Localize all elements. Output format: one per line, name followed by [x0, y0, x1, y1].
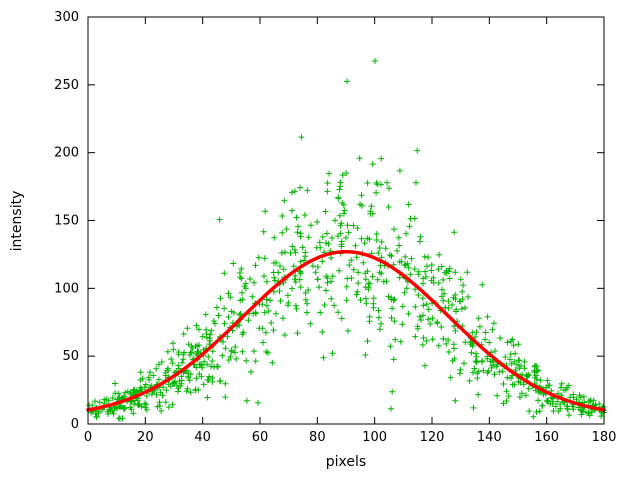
x-tick-label: 120 — [420, 430, 445, 445]
plot-area-border — [87, 16, 605, 425]
x-tick-label: 140 — [477, 430, 502, 445]
scatter-points — [86, 58, 607, 422]
y-tick-label: 250 — [54, 78, 79, 93]
x-tick-label: 40 — [194, 430, 211, 445]
x-tick-label: 60 — [252, 430, 269, 445]
gaussian-fit-line — [86, 249, 606, 412]
x-tick-label: 20 — [137, 430, 154, 445]
x-tick-label: 80 — [309, 430, 326, 445]
data-point-markers — [86, 58, 607, 422]
y-axis-label: intensity — [9, 191, 25, 252]
x-tick-label: 100 — [362, 430, 387, 445]
x-tick-label: 180 — [592, 430, 617, 445]
x-tick-label: 160 — [534, 430, 559, 445]
y-tick-label: 50 — [62, 349, 79, 364]
axis-ticks — [87, 16, 605, 425]
fit-curve-group — [86, 249, 606, 412]
x-axis-label: pixels — [326, 454, 366, 470]
x-tick-label: 0 — [84, 430, 92, 445]
y-tick-label: 200 — [54, 146, 79, 161]
y-tick-label: 150 — [54, 214, 79, 229]
axis-tick-labels: 0 20 40 60 80 100 120 140 160 180 0 50 100 150 200 250 3… — [54, 10, 616, 445]
y-tick-label: 100 — [54, 281, 79, 296]
y-tick-label: 0 — [71, 417, 79, 432]
y-tick-label: 300 — [54, 10, 79, 25]
